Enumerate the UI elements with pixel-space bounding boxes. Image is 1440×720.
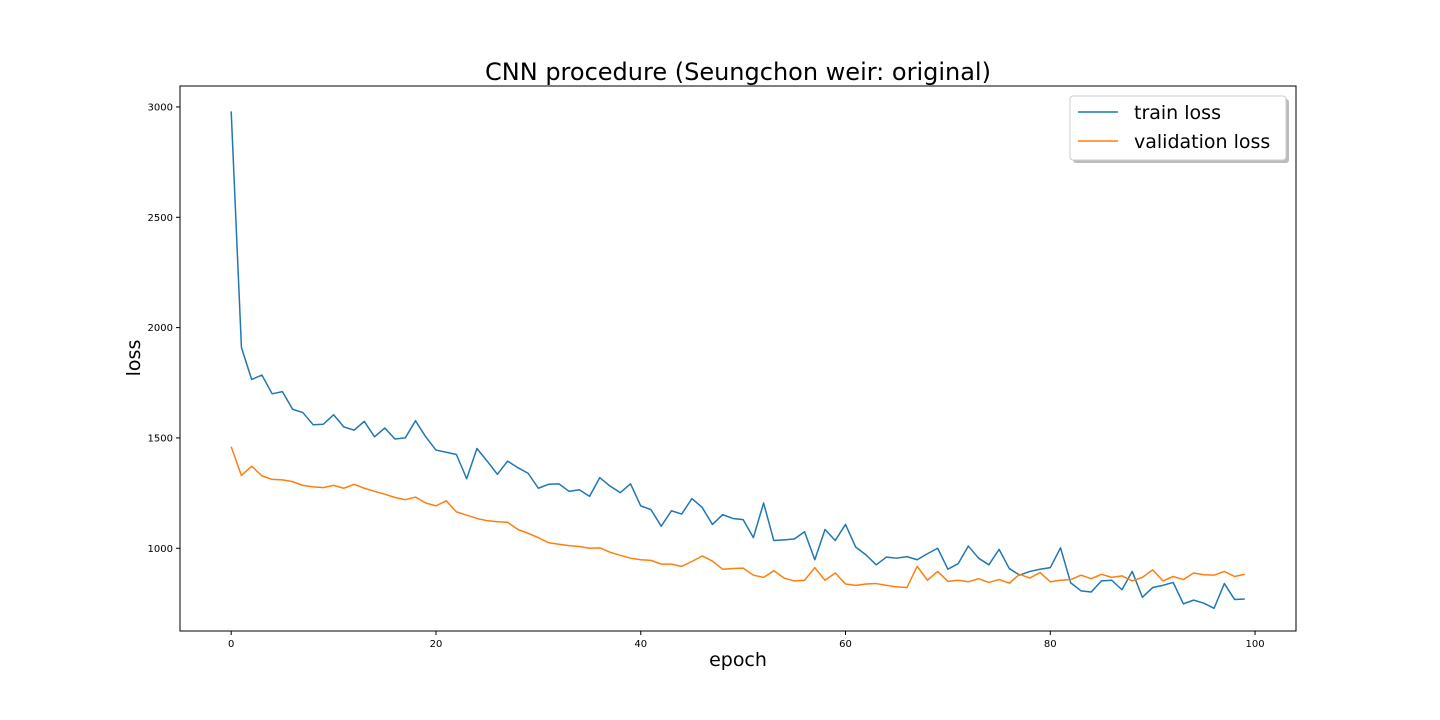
legend-label-validation-loss: validation loss: [1134, 131, 1270, 153]
x-tick-label: 60: [839, 639, 852, 650]
y-tick-label: 3000: [148, 102, 173, 113]
y-axis-label: loss: [123, 340, 145, 377]
x-tick-label: 20: [430, 639, 443, 650]
chart-title: CNN procedure (Seungchon weir: original): [485, 58, 991, 86]
y-tick-label: 1000: [148, 544, 173, 555]
x-tick-label: 40: [634, 639, 647, 650]
legend-label-train-loss: train loss: [1134, 102, 1221, 124]
legend-box: [1069, 95, 1287, 161]
x-tick-label: 80: [1044, 639, 1057, 650]
y-tick-label: 2500: [148, 213, 173, 224]
series-line-validation-loss: [230, 446, 1245, 589]
y-tick-label: 1500: [148, 433, 173, 444]
y-tick-label: 2000: [148, 323, 173, 334]
legend: train loss validation loss: [1069, 95, 1289, 163]
x-tick-label: 0: [228, 639, 234, 650]
axis-ticks: 0 20 40 60 80 100 1000 1500 2000 2500 3000: [148, 102, 1265, 650]
x-tick-label: 100: [1245, 639, 1264, 650]
x-axis-label: epoch: [709, 649, 767, 671]
plot-area-frame: [179, 85, 1297, 632]
series-line-train-loss: [230, 111, 1245, 610]
series-lines: [230, 111, 1245, 610]
